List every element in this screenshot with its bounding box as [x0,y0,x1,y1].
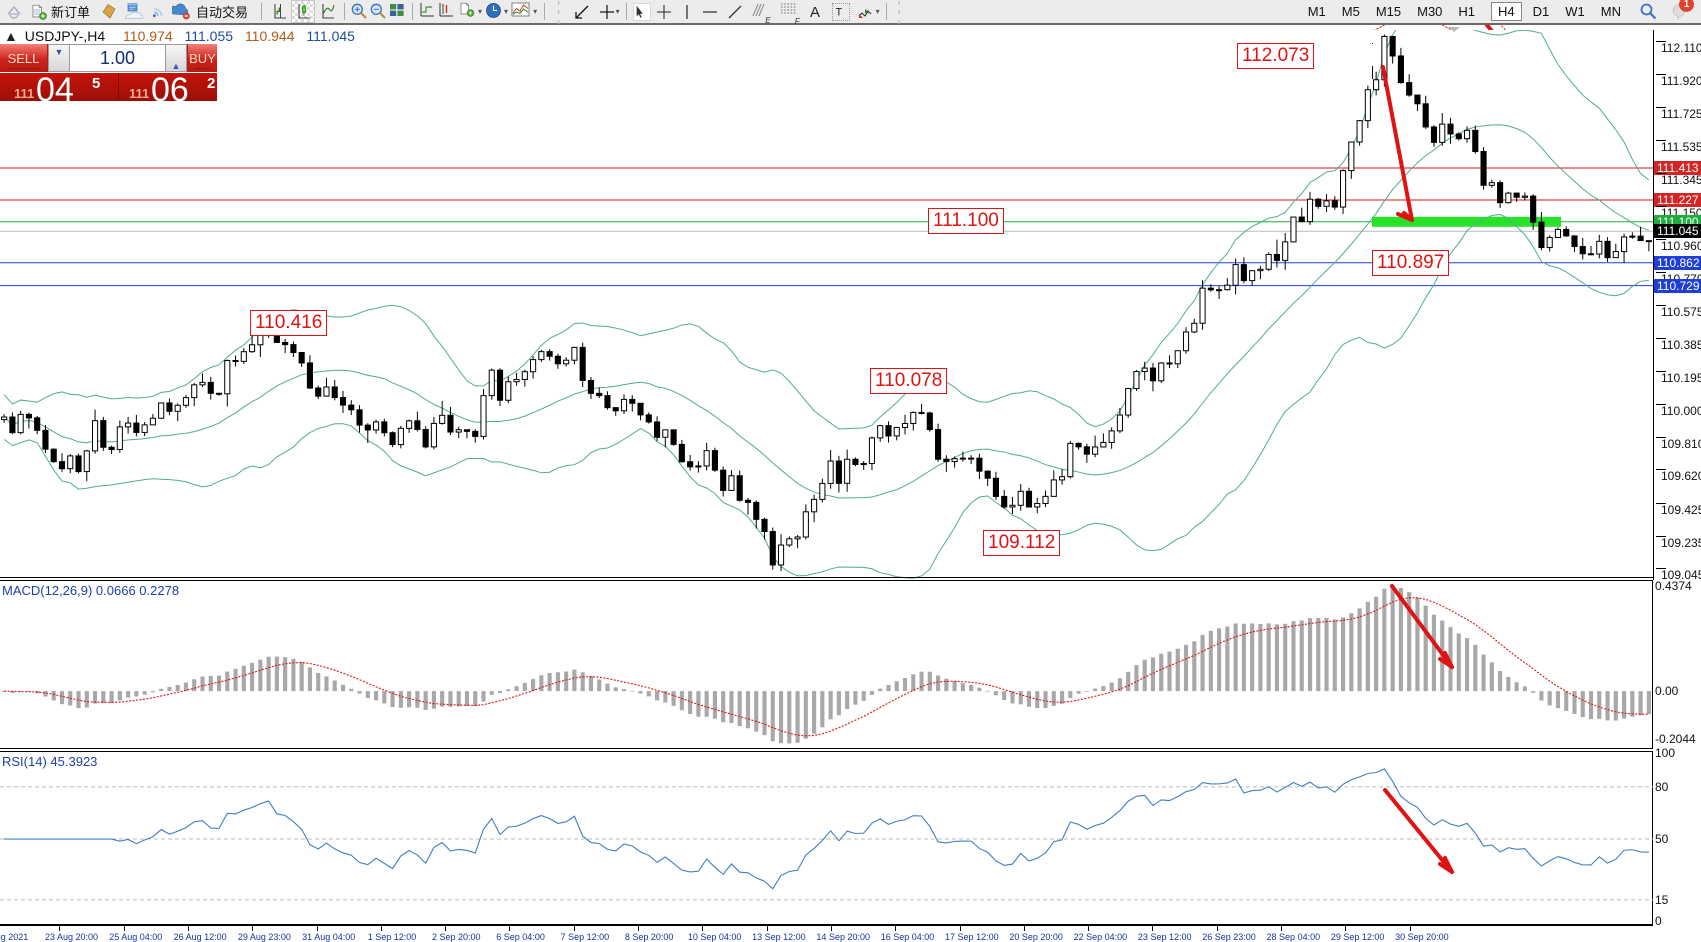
svg-text:A: A [810,4,820,21]
svg-text:T: T [835,6,842,18]
